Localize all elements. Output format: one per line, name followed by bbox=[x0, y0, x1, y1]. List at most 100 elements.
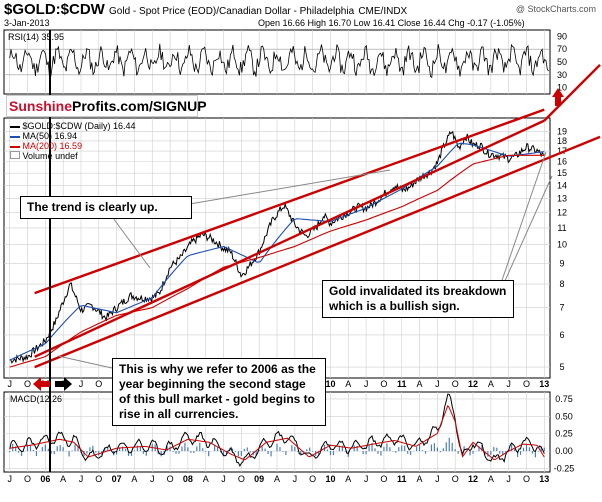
macd-y-tick-label: 0.25 bbox=[555, 429, 573, 439]
ma200-line bbox=[9, 154, 545, 368]
price-x-tick-label: J bbox=[7, 379, 12, 389]
macd-x-tick-label: 07 bbox=[112, 474, 122, 484]
legend-ma50: MA(50) 16.94 bbox=[10, 131, 136, 141]
price-line bbox=[9, 130, 545, 364]
price-y-tick-label: 15 bbox=[557, 168, 567, 178]
trend-pointer-2 bbox=[109, 213, 151, 269]
macd-label: MACD(12,26 bbox=[10, 394, 63, 404]
red-up-arrow-icon bbox=[552, 88, 564, 106]
macd-x-tick-label: 13 bbox=[539, 474, 549, 484]
price-y-tick-label: 10 bbox=[557, 240, 567, 250]
macd-x-tick-label: J bbox=[7, 474, 12, 484]
macd-x-tick-label: O bbox=[167, 474, 174, 484]
price-y-tick-label: 6 bbox=[559, 330, 564, 340]
trend-pointer-1 bbox=[177, 169, 391, 207]
macd-x-tick-label: J bbox=[150, 474, 155, 484]
price-y-tick-label: 16 bbox=[557, 157, 567, 167]
rsi-line bbox=[9, 43, 549, 78]
macd-x-tick-label: O bbox=[95, 474, 102, 484]
macd-y-tick-label: 0.75 bbox=[555, 394, 573, 404]
price-x-tick-label: J bbox=[435, 379, 440, 389]
macd-x-tick-label: O bbox=[24, 474, 31, 484]
price-x-tick-label: O bbox=[523, 379, 530, 389]
price-y-tick-label: 13 bbox=[557, 193, 567, 203]
macd-x-tick-label: O bbox=[309, 474, 316, 484]
price-x-tick-label: A bbox=[488, 379, 494, 389]
invalidated-pointer-1 bbox=[499, 151, 547, 287]
invalidated-callout: Gold invalidated its breakdown which is … bbox=[322, 280, 514, 318]
price-y-tick-label: 11 bbox=[557, 223, 566, 233]
legend-ma50-name: MA(50) bbox=[22, 131, 53, 141]
price-x-tick-label: J bbox=[506, 379, 511, 389]
macd-x-tick-label: 12 bbox=[468, 474, 478, 484]
price-y-tick-label: 14 bbox=[557, 180, 567, 190]
lower-channel-line bbox=[34, 158, 545, 369]
rsi-trend-extension bbox=[543, 63, 601, 122]
legend-volume-value: undef bbox=[55, 151, 78, 161]
rsi-trend-line bbox=[34, 119, 545, 358]
macd-signal-line bbox=[9, 404, 545, 461]
price-y-tick-label: 19 bbox=[557, 126, 567, 136]
macd-y-tick-label: -0.25 bbox=[554, 464, 575, 474]
legend-ma50-swatch bbox=[10, 135, 20, 138]
rsi-y-tick-label: 70 bbox=[557, 44, 567, 54]
rsi-y-tick-label: 90 bbox=[557, 31, 567, 41]
chart-subtitle: Gold - Spot Price (EOD)/Canadian Dollar … bbox=[109, 6, 355, 17]
price-x-tick-label: O bbox=[452, 379, 459, 389]
macd-x-tick-label: O bbox=[238, 474, 245, 484]
macd-x-tick-label: A bbox=[60, 474, 66, 484]
macd-x-tick-label: J bbox=[435, 474, 440, 484]
lower-channel-extension bbox=[543, 135, 601, 161]
legend-volume-name: Volume bbox=[22, 151, 53, 161]
macd-x-tick-label: J bbox=[79, 474, 84, 484]
chart-title: $GOLD:$CDW Gold - Spot Price (EOD)/Canad… bbox=[4, 1, 407, 18]
macd-x-tick-label: O bbox=[380, 474, 387, 484]
price-legend: $GOLD:$CDW (Daily) 16.44 MA(50) 16.94 MA… bbox=[10, 121, 136, 161]
chart-date: 3-Jan-2013 bbox=[4, 18, 50, 28]
macd-x-tick-label: A bbox=[345, 474, 351, 484]
legend-price-swatch bbox=[10, 125, 20, 128]
rsi-label: RSI(14) 35.95 bbox=[8, 32, 65, 42]
legend-ma200-value: 16.59 bbox=[59, 141, 83, 151]
brand-rest: Profits.com/SIGNUP bbox=[72, 98, 207, 114]
legend-volume: Volume undef bbox=[10, 151, 136, 161]
macd-y-tick-label: 0.50 bbox=[555, 411, 573, 421]
macd-x-tick-label: A bbox=[203, 474, 209, 484]
legend-ma200-name: MA(200) bbox=[22, 141, 58, 151]
watermark: @ StockCharts.com bbox=[515, 4, 596, 14]
legend-ma50-value: 16.94 bbox=[54, 131, 78, 141]
macd-x-tick-label: O bbox=[452, 474, 459, 484]
price-x-tick-label: 12 bbox=[468, 379, 478, 389]
macd-y-tick-label: 0.00 bbox=[555, 446, 573, 456]
exchange: CME/INDX bbox=[358, 6, 408, 17]
price-x-tick-label: 10 bbox=[325, 379, 335, 389]
legend-ma200: MA(200) 16.59 bbox=[10, 141, 136, 151]
macd-x-tick-label: 10 bbox=[325, 474, 335, 484]
price-x-tick-label: 13 bbox=[539, 379, 549, 389]
macd-x-tick-label: 09 bbox=[254, 474, 264, 484]
macd-line bbox=[9, 393, 545, 467]
sunshine-banner[interactable]: SunshineProfits.com/SIGNUP bbox=[6, 95, 207, 117]
rsi-y-tick-label: 50 bbox=[557, 57, 567, 67]
price-y-tick-label: 5 bbox=[559, 362, 564, 372]
price-x-tick-label: O bbox=[95, 379, 102, 389]
price-y-tick-label: 9 bbox=[559, 258, 564, 268]
price-y-tick-label: 18 bbox=[557, 136, 567, 146]
macd-x-tick-label: J bbox=[293, 474, 298, 484]
ma50-line bbox=[9, 142, 545, 361]
macd-x-tick-label: J bbox=[221, 474, 226, 484]
price-x-tick-label: 11 bbox=[397, 379, 407, 389]
brand-name: Sunshine bbox=[9, 98, 73, 114]
legend-price-title: $GOLD:$CDW (Daily) 16.44 bbox=[22, 121, 136, 131]
price-y-tick-label: 8 bbox=[559, 279, 564, 289]
macd-x-tick-label: A bbox=[488, 474, 494, 484]
ohlc-readout: Open 16.66 High 16.70 Low 16.41 Close 16… bbox=[258, 18, 525, 28]
upper-channel-line bbox=[34, 108, 545, 295]
macd-x-tick-label: J bbox=[506, 474, 511, 484]
macd-x-tick-label: O bbox=[523, 474, 530, 484]
legend-ma200-swatch bbox=[10, 145, 20, 148]
symbol: $GOLD:$CDW bbox=[4, 1, 105, 18]
legend-volume-swatch bbox=[10, 151, 20, 159]
rsi-y-tick-label: 30 bbox=[557, 70, 567, 80]
